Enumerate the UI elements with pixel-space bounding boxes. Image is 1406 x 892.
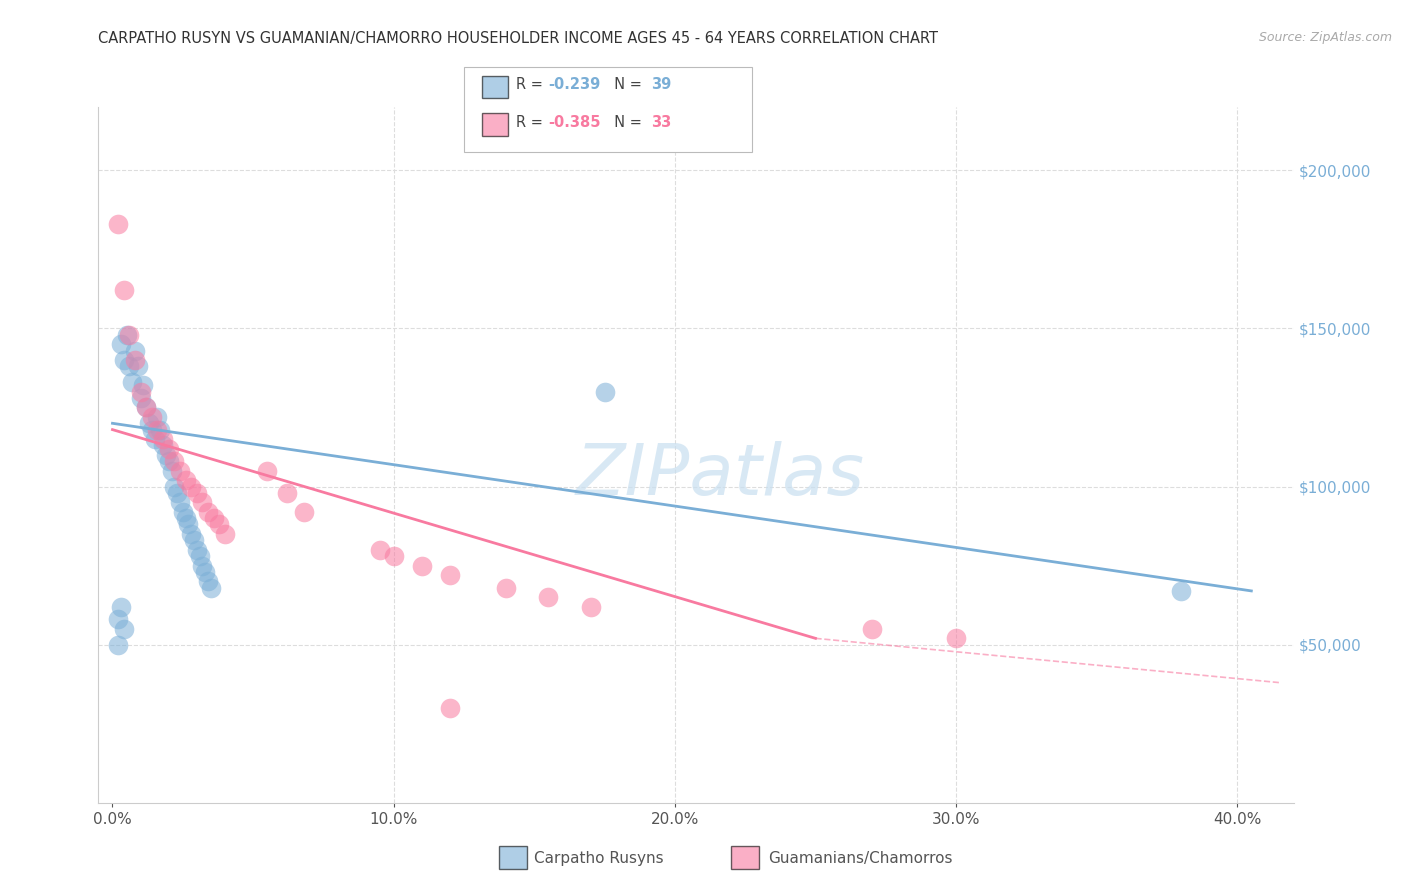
Point [118, 359, 141, 374]
Point [439, 568, 461, 582]
Point [200, 581, 222, 595]
Point [368, 542, 391, 557]
Point [163, 479, 186, 493]
Text: Carpatho Rusyns: Carpatho Rusyns [534, 851, 664, 865]
Point [276, 486, 298, 500]
Point [197, 574, 219, 589]
Text: Source: ZipAtlas.com: Source: ZipAtlas.com [1258, 31, 1392, 45]
Point [129, 384, 152, 399]
Text: Guamanians/Chamorros: Guamanians/Chamorros [768, 851, 952, 865]
Text: 33: 33 [651, 115, 671, 129]
Text: R =: R = [516, 78, 547, 92]
Point [124, 353, 146, 368]
Point [411, 558, 433, 573]
Point [292, 505, 315, 519]
Point [593, 384, 616, 399]
Point [157, 442, 180, 456]
Point [118, 327, 141, 342]
Point [382, 549, 405, 563]
Point [177, 517, 200, 532]
Point [110, 599, 132, 614]
Point [183, 533, 205, 548]
Point [191, 495, 214, 509]
Point [202, 511, 225, 525]
Point [107, 217, 129, 231]
Point [146, 409, 169, 424]
Point [186, 542, 208, 557]
Point [579, 599, 602, 614]
Point [174, 473, 197, 487]
Point [129, 391, 152, 405]
Point [537, 591, 560, 605]
Point [180, 479, 202, 493]
Text: R =: R = [516, 115, 547, 129]
Point [945, 632, 967, 646]
Point [197, 505, 219, 519]
Point [141, 423, 163, 437]
Point [135, 401, 157, 415]
Point [160, 464, 183, 478]
Point [194, 565, 217, 579]
Point [112, 353, 135, 368]
Point [188, 549, 211, 563]
Point [112, 284, 135, 298]
Point [146, 423, 169, 437]
Text: ZIPatlas: ZIPatlas [575, 442, 865, 510]
Text: -0.239: -0.239 [548, 78, 600, 92]
Point [172, 505, 194, 519]
Text: N =: N = [605, 78, 647, 92]
Point [439, 701, 461, 715]
Point [860, 622, 883, 636]
Text: CARPATHO RUSYN VS GUAMANIAN/CHAMORRO HOUSEHOLDER INCOME AGES 45 - 64 YEARS CORRE: CARPATHO RUSYN VS GUAMANIAN/CHAMORRO HOU… [98, 31, 938, 46]
Point [107, 638, 129, 652]
Point [107, 612, 129, 626]
Point [124, 343, 146, 358]
Text: -0.385: -0.385 [548, 115, 600, 129]
Text: 39: 39 [651, 78, 671, 92]
Point [115, 327, 138, 342]
Point [155, 448, 177, 462]
Point [152, 432, 174, 446]
Text: N =: N = [605, 115, 647, 129]
Point [138, 417, 160, 431]
Point [166, 486, 188, 500]
Point [180, 527, 202, 541]
Point [186, 486, 208, 500]
Point [152, 438, 174, 452]
Point [214, 527, 236, 541]
Point [149, 423, 172, 437]
Point [157, 454, 180, 468]
Point [191, 558, 214, 573]
Point [1170, 583, 1192, 598]
Point [112, 622, 135, 636]
Point [169, 495, 191, 509]
Point [256, 464, 278, 478]
Point [208, 517, 231, 532]
Point [169, 464, 191, 478]
Point [141, 409, 163, 424]
Point [174, 511, 197, 525]
Point [110, 337, 132, 351]
Point [135, 401, 157, 415]
Point [121, 375, 143, 389]
Point [127, 359, 149, 374]
Point [163, 454, 186, 468]
Point [143, 432, 166, 446]
Point [132, 378, 155, 392]
Point [495, 581, 517, 595]
